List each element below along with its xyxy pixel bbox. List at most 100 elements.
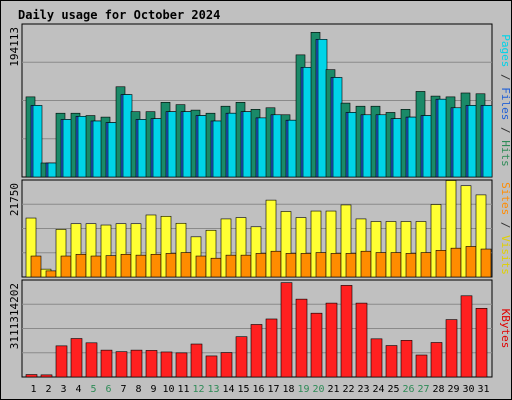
bar-pages-day-21 bbox=[332, 77, 343, 178]
bar-kbytes-day-6 bbox=[100, 349, 113, 378]
bar-pages-day-26 bbox=[407, 116, 418, 178]
day-label-5: 5 bbox=[90, 384, 96, 395]
bar-pages-day-3 bbox=[62, 119, 73, 178]
bar-sites-day-2 bbox=[45, 270, 57, 278]
bar-pages-day-13 bbox=[212, 120, 223, 178]
day-label-11: 11 bbox=[177, 384, 189, 395]
day-label-9: 9 bbox=[150, 384, 156, 395]
panel-hits_files_pages: 194113 Pages / Files / Hits bbox=[8, 23, 512, 178]
bar-kbytes-day-22 bbox=[340, 285, 353, 378]
day-label-4: 4 bbox=[75, 384, 81, 395]
bar-sites-day-18 bbox=[285, 253, 297, 278]
bar-sites-day-4 bbox=[75, 253, 87, 278]
bar-pages-day-12 bbox=[197, 115, 208, 178]
bar-sites-day-1 bbox=[30, 255, 42, 278]
bar-pages-day-8 bbox=[137, 119, 148, 178]
day-label-14: 14 bbox=[222, 384, 234, 395]
bar-kbytes-day-2 bbox=[40, 374, 53, 378]
bar-sites-day-5 bbox=[90, 255, 102, 278]
bar-sites-day-3 bbox=[60, 255, 72, 278]
panel-visits_sites: 21750 Sites / Visits bbox=[8, 179, 512, 278]
bar-kbytes-day-9 bbox=[145, 350, 158, 378]
bar-pages-day-7 bbox=[122, 94, 133, 178]
bar-sites-day-27 bbox=[420, 252, 432, 278]
bar-pages-day-9 bbox=[152, 118, 163, 178]
bar-kbytes-day-17 bbox=[265, 318, 278, 378]
bar-pages-day-17 bbox=[272, 114, 283, 178]
day-label-16: 16 bbox=[252, 384, 264, 395]
bar-pages-day-23 bbox=[362, 114, 373, 178]
bar-sites-day-20 bbox=[315, 252, 327, 278]
bar-sites-day-15 bbox=[240, 254, 252, 278]
day-label-30: 30 bbox=[462, 384, 474, 395]
bar-kbytes-day-19 bbox=[295, 298, 308, 378]
bar-pages-day-4 bbox=[77, 116, 88, 178]
bar-sites-day-26 bbox=[405, 253, 417, 278]
bar-sites-day-7 bbox=[120, 253, 132, 278]
bar-kbytes-day-26 bbox=[400, 340, 413, 378]
bar-sites-day-12 bbox=[195, 255, 207, 278]
bar-pages-day-5 bbox=[92, 120, 103, 178]
bar-pages-day-10 bbox=[167, 111, 178, 178]
day-label-18: 18 bbox=[282, 384, 294, 395]
bar-pages-day-27 bbox=[422, 115, 433, 178]
chart-title: Daily usage for October 2024 bbox=[18, 8, 220, 22]
legend-part: Hits bbox=[499, 140, 512, 167]
bar-kbytes-day-15 bbox=[235, 336, 248, 378]
day-label-19: 19 bbox=[297, 384, 309, 395]
bar-pages-day-29 bbox=[452, 107, 463, 178]
day-label-31: 31 bbox=[477, 384, 489, 395]
day-label-21: 21 bbox=[327, 384, 339, 395]
side-legend-visits_sites: Sites / Visits bbox=[499, 182, 512, 275]
bar-sites-day-23 bbox=[360, 250, 372, 278]
bar-sites-day-14 bbox=[225, 254, 237, 278]
bar-sites-day-30 bbox=[465, 246, 477, 278]
day-label-23: 23 bbox=[357, 384, 369, 395]
legend-part: Visits bbox=[499, 235, 512, 275]
bar-sites-day-8 bbox=[135, 254, 147, 278]
day-label-1: 1 bbox=[30, 384, 36, 395]
y-max-label: 21750 bbox=[8, 183, 21, 216]
bar-sites-day-28 bbox=[435, 250, 447, 278]
y-max-label: 3111314202 bbox=[8, 283, 21, 349]
day-label-15: 15 bbox=[237, 384, 249, 395]
legend-part: Pages bbox=[499, 34, 512, 67]
bar-pages-day-25 bbox=[392, 118, 403, 178]
side-legend-hits_files_pages: Pages / Files / Hits bbox=[499, 34, 512, 167]
bar-kbytes-day-16 bbox=[250, 324, 263, 378]
bar-pages-day-28 bbox=[437, 98, 448, 178]
day-label-8: 8 bbox=[135, 384, 141, 395]
y-max-label: 194113 bbox=[8, 27, 21, 67]
bar-sites-day-11 bbox=[180, 252, 192, 278]
bar-pages-day-20 bbox=[317, 39, 328, 178]
day-label-3: 3 bbox=[60, 384, 66, 395]
bar-sites-day-21 bbox=[330, 253, 342, 278]
bar-sites-day-13 bbox=[210, 257, 222, 278]
day-label-26: 26 bbox=[402, 384, 414, 395]
bar-kbytes-day-28 bbox=[430, 342, 443, 378]
bar-kbytes-day-8 bbox=[130, 349, 143, 378]
day-label-13: 13 bbox=[207, 384, 219, 395]
legend-part: Files bbox=[499, 87, 512, 120]
bar-sites-day-16 bbox=[255, 253, 267, 278]
bar-pages-day-19 bbox=[302, 67, 313, 178]
bar-kbytes-day-24 bbox=[370, 338, 383, 378]
day-label-22: 22 bbox=[342, 384, 354, 395]
bar-pages-day-24 bbox=[377, 114, 388, 178]
x-axis-day-labels: 1 2 3 4 5 6 7 8 9 10 11 12 13 14 15 16 17 18 19 20 21 22 23 24 2… bbox=[30, 384, 489, 395]
bar-pages-day-22 bbox=[347, 112, 358, 178]
day-label-2: 2 bbox=[45, 384, 51, 395]
bar-pages-day-30 bbox=[467, 105, 478, 178]
bar-sites-day-9 bbox=[150, 253, 162, 278]
bar-kbytes-day-5 bbox=[85, 342, 98, 378]
bar-sites-day-25 bbox=[390, 252, 402, 278]
bar-sites-day-19 bbox=[300, 253, 312, 278]
day-label-6: 6 bbox=[105, 384, 111, 395]
bar-sites-day-29 bbox=[450, 247, 462, 278]
bar-kbytes-day-31 bbox=[475, 307, 488, 378]
bar-kbytes-day-3 bbox=[55, 345, 68, 378]
bar-pages-day-1 bbox=[32, 105, 43, 178]
day-label-20: 20 bbox=[312, 384, 324, 395]
chart-panels: 194113 Pages / Files / Hits 21750 Sites / V… bbox=[8, 23, 512, 378]
